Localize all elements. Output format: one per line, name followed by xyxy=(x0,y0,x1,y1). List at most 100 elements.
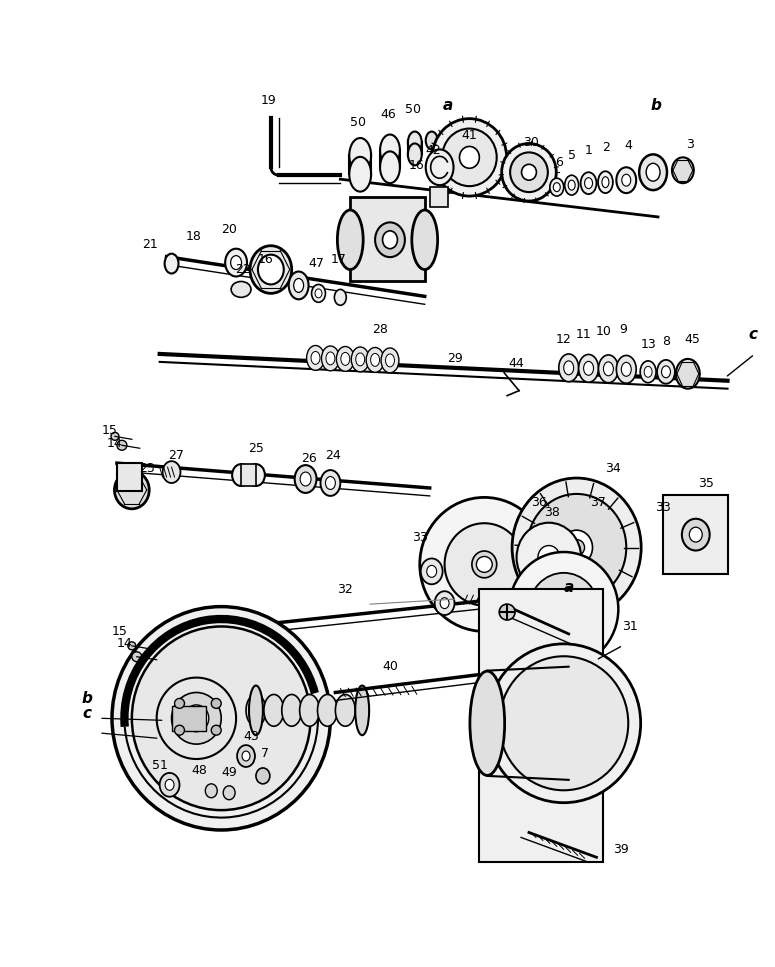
Ellipse shape xyxy=(383,231,398,249)
Text: 8: 8 xyxy=(662,335,670,347)
Text: 5: 5 xyxy=(567,149,576,161)
Ellipse shape xyxy=(408,132,422,154)
Ellipse shape xyxy=(315,289,322,298)
Ellipse shape xyxy=(115,471,150,509)
Ellipse shape xyxy=(312,284,326,303)
Ellipse shape xyxy=(512,478,641,617)
Circle shape xyxy=(111,432,119,440)
Ellipse shape xyxy=(640,361,656,383)
Text: a: a xyxy=(563,580,574,595)
Ellipse shape xyxy=(157,678,236,759)
Ellipse shape xyxy=(420,497,549,631)
Text: 12: 12 xyxy=(556,333,572,345)
Ellipse shape xyxy=(579,355,598,382)
Ellipse shape xyxy=(584,362,594,375)
Ellipse shape xyxy=(370,354,380,366)
Ellipse shape xyxy=(336,694,355,726)
Text: 13: 13 xyxy=(640,337,656,350)
Ellipse shape xyxy=(232,464,250,486)
Ellipse shape xyxy=(341,352,350,366)
Text: 40: 40 xyxy=(382,660,398,673)
Ellipse shape xyxy=(672,158,694,183)
Ellipse shape xyxy=(351,347,369,371)
Text: 45: 45 xyxy=(685,333,701,345)
Ellipse shape xyxy=(501,143,556,201)
Ellipse shape xyxy=(427,566,436,577)
Text: 19: 19 xyxy=(261,94,277,107)
Ellipse shape xyxy=(580,172,597,194)
Ellipse shape xyxy=(440,598,449,608)
Ellipse shape xyxy=(568,180,575,190)
Text: 30: 30 xyxy=(523,136,539,149)
Ellipse shape xyxy=(336,346,354,371)
Ellipse shape xyxy=(517,523,581,592)
Ellipse shape xyxy=(435,591,454,615)
Ellipse shape xyxy=(425,150,453,185)
Text: 23: 23 xyxy=(139,461,155,475)
Ellipse shape xyxy=(350,157,371,191)
Ellipse shape xyxy=(380,134,400,166)
Ellipse shape xyxy=(421,559,443,584)
Ellipse shape xyxy=(553,183,560,191)
Ellipse shape xyxy=(565,175,579,195)
Ellipse shape xyxy=(616,167,636,193)
Ellipse shape xyxy=(380,152,400,183)
Ellipse shape xyxy=(321,470,340,496)
Ellipse shape xyxy=(231,281,251,297)
Ellipse shape xyxy=(294,278,304,292)
Ellipse shape xyxy=(249,686,263,735)
Text: 51: 51 xyxy=(152,759,167,773)
Text: 7: 7 xyxy=(261,747,269,759)
Bar xyxy=(350,197,425,281)
Ellipse shape xyxy=(307,345,325,370)
Ellipse shape xyxy=(326,352,335,365)
Ellipse shape xyxy=(470,671,505,776)
Ellipse shape xyxy=(602,177,609,188)
Ellipse shape xyxy=(258,254,284,284)
Ellipse shape xyxy=(598,355,618,383)
Text: 2: 2 xyxy=(602,141,611,154)
Ellipse shape xyxy=(509,552,618,666)
Text: 27: 27 xyxy=(169,449,184,461)
Ellipse shape xyxy=(622,363,632,376)
Ellipse shape xyxy=(460,146,479,168)
Ellipse shape xyxy=(425,132,438,150)
Ellipse shape xyxy=(356,353,365,366)
Text: 9: 9 xyxy=(619,323,627,336)
Ellipse shape xyxy=(334,289,346,306)
Ellipse shape xyxy=(689,527,702,542)
Text: 50: 50 xyxy=(405,103,421,116)
Ellipse shape xyxy=(164,253,178,274)
Text: 17: 17 xyxy=(330,253,346,266)
Ellipse shape xyxy=(639,155,667,190)
Text: 1: 1 xyxy=(584,144,592,157)
Circle shape xyxy=(117,440,127,451)
Bar xyxy=(117,463,142,491)
Ellipse shape xyxy=(282,694,301,726)
Ellipse shape xyxy=(294,465,316,493)
Ellipse shape xyxy=(657,360,675,384)
Circle shape xyxy=(499,604,515,620)
Ellipse shape xyxy=(289,272,308,300)
Ellipse shape xyxy=(247,464,265,486)
Ellipse shape xyxy=(584,178,593,189)
Text: 15: 15 xyxy=(102,424,118,437)
Ellipse shape xyxy=(487,644,641,803)
Ellipse shape xyxy=(522,164,536,180)
Circle shape xyxy=(554,600,574,619)
Ellipse shape xyxy=(662,366,670,378)
Ellipse shape xyxy=(300,472,311,486)
Text: 35: 35 xyxy=(698,477,714,489)
Text: 4: 4 xyxy=(625,139,632,152)
Bar xyxy=(241,464,256,486)
Ellipse shape xyxy=(246,694,266,726)
Ellipse shape xyxy=(132,627,311,810)
Text: 32: 32 xyxy=(337,583,353,596)
Ellipse shape xyxy=(622,174,631,186)
Ellipse shape xyxy=(682,518,710,550)
Text: 33: 33 xyxy=(655,501,671,514)
Text: 48: 48 xyxy=(191,765,207,777)
Circle shape xyxy=(128,642,136,650)
Ellipse shape xyxy=(527,494,626,601)
Text: 10: 10 xyxy=(595,325,611,337)
